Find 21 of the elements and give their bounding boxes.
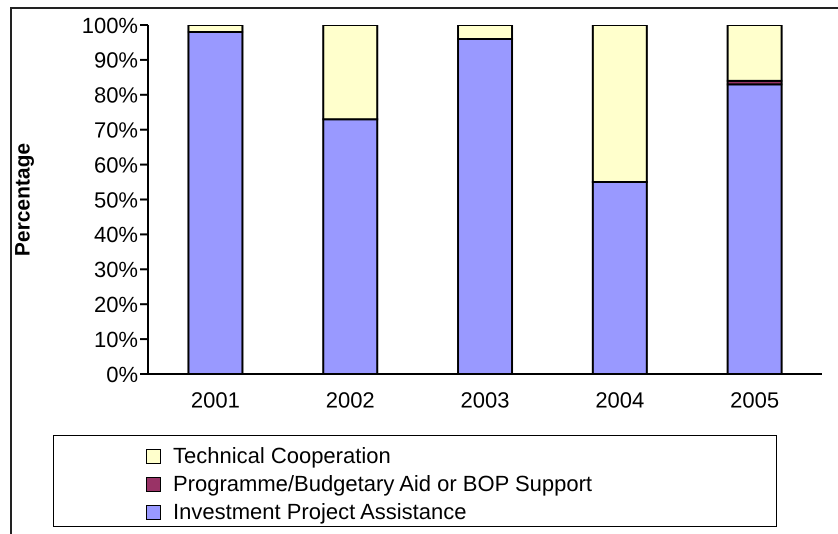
- x-tick-label: 2001: [190, 388, 240, 413]
- x-tick-label: 2003: [460, 388, 510, 413]
- y-tick-label: 0%: [106, 362, 138, 387]
- y-tick-label: 80%: [94, 82, 138, 108]
- legend-label: Programme/Budgetary Aid or BOP Support: [173, 471, 592, 497]
- bar: [726, 25, 783, 82]
- y-tick-label: 90%: [94, 48, 138, 73]
- y-tick-label: 60%: [94, 152, 138, 178]
- y-tick-label: 10%: [94, 326, 138, 352]
- x-tick-label: 2002: [326, 388, 375, 413]
- x-tick-label: 2005: [730, 388, 780, 413]
- legend-label: Technical Cooperation: [173, 443, 391, 469]
- y-tick-label: 40%: [94, 222, 138, 248]
- y-axis-title: Percentage: [11, 142, 34, 256]
- legend-label: Investment Project Assistance: [173, 499, 466, 525]
- y-tick-label: 30%: [94, 257, 138, 282]
- y-tick-label: 100%: [82, 12, 138, 38]
- x-tick-label: 2004: [595, 388, 644, 413]
- y-tick-label: 20%: [94, 292, 138, 318]
- y-tick-label: 50%: [94, 187, 138, 212]
- y-tick-label: 70%: [94, 118, 138, 143]
